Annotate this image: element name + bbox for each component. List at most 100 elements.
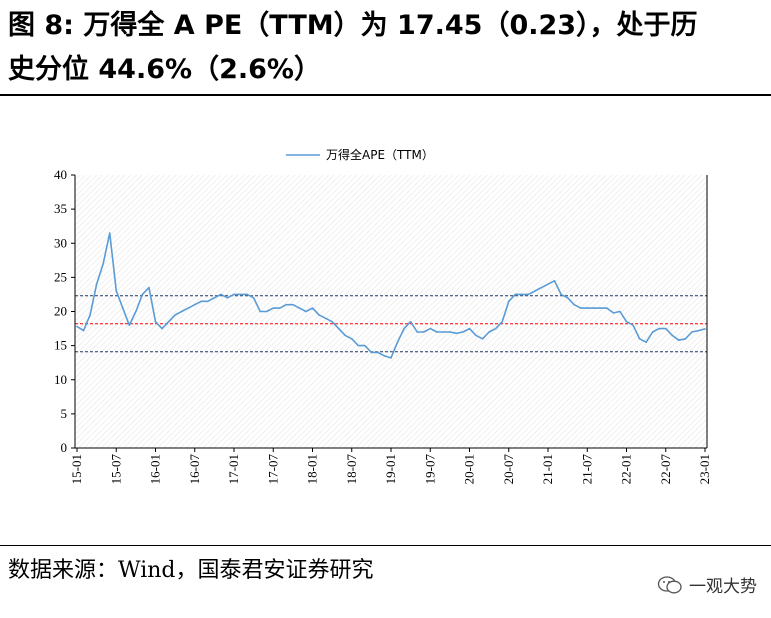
figure-title: 图 8: 万得全 A PE（TTM）为 17.45（0.23），处于历 史分位 … (8, 4, 763, 92)
data-point (494, 327, 497, 330)
data-point (259, 310, 261, 313)
data-point (324, 317, 327, 320)
data-point (128, 324, 131, 326)
data-point (678, 339, 680, 341)
data-point (547, 283, 549, 285)
data-point (540, 286, 543, 289)
data-point (606, 307, 608, 309)
data-point (233, 293, 235, 296)
x-tick-label: 19-01 (383, 454, 398, 484)
data-point (337, 327, 340, 330)
data-point (671, 334, 674, 337)
data-point (318, 314, 320, 316)
data-point (462, 331, 464, 333)
x-tick-label: 15-07 (108, 454, 123, 485)
x-tick-label: 16-01 (148, 454, 163, 484)
data-point (684, 338, 687, 340)
data-point (396, 341, 399, 344)
data-point (364, 344, 366, 347)
data-point (141, 293, 144, 296)
data-point (121, 307, 124, 309)
data-point (658, 327, 661, 330)
data-point (95, 283, 98, 285)
x-tick-label: 17-07 (265, 454, 280, 485)
data-point (619, 310, 621, 313)
data-point (377, 351, 379, 354)
data-point (409, 320, 412, 323)
data-point (350, 338, 353, 340)
data-point (207, 300, 209, 303)
pe-line-chart: 0 5 10 15 20 25 30 35 40 15-01 15-07 16-01 16-07 17-0… (54, 147, 712, 485)
data-point (174, 314, 176, 316)
data-point (573, 303, 575, 306)
data-point (527, 293, 530, 296)
y-tick-label: 25 (54, 269, 67, 284)
x-tick-label: 20-07 (501, 454, 516, 485)
data-point (200, 300, 203, 303)
watermark: 一观大势 (657, 572, 757, 597)
data-point (507, 300, 510, 303)
data-point (298, 307, 301, 309)
y-tick-label: 5 (61, 406, 68, 421)
data-point (115, 290, 118, 292)
x-tick-label: 18-07 (344, 454, 359, 485)
x-tick-label: 18-01 (305, 454, 320, 484)
data-point (442, 331, 445, 333)
x-tick-label: 22-07 (658, 454, 673, 485)
data-point (331, 320, 333, 323)
data-point (592, 307, 595, 309)
data-point (311, 307, 314, 309)
data-point (691, 331, 693, 333)
data-point (89, 314, 91, 316)
watermark-text: 一观大势 (689, 577, 757, 597)
data-point (579, 307, 582, 309)
data-point (213, 297, 216, 299)
data-point (632, 324, 634, 326)
data-point (534, 290, 536, 292)
data-point (638, 338, 641, 340)
data-point (161, 327, 163, 330)
data-point (612, 312, 615, 314)
data-point (193, 303, 196, 306)
data-point (187, 307, 190, 309)
data-point (390, 357, 392, 359)
data-point (278, 307, 281, 309)
data-point (664, 327, 667, 330)
data-point (521, 293, 523, 296)
data-point (422, 331, 425, 333)
data-point (586, 307, 589, 309)
x-tick-label: 21-01 (540, 454, 555, 484)
data-point (148, 286, 150, 289)
data-point (226, 297, 229, 299)
data-point (292, 303, 294, 306)
data-point (357, 344, 360, 347)
y-tick-label: 35 (54, 201, 67, 216)
data-source: 数据来源：Wind，国泰君安证券研究 (8, 558, 374, 583)
data-point (704, 328, 706, 330)
data-point (180, 310, 183, 313)
x-tick-label: 17-01 (226, 454, 241, 484)
y-tick-label: 40 (54, 167, 67, 182)
data-point (468, 327, 471, 330)
x-tick-label: 22-01 (619, 454, 634, 484)
figure-title-line1: 图 8: 万得全 A PE（TTM）为 17.45（0.23），处于历 (8, 10, 698, 41)
data-point (625, 320, 628, 323)
data-point (246, 293, 248, 296)
y-tick-label: 20 (54, 304, 67, 319)
data-point (265, 310, 268, 313)
title-rule (0, 94, 771, 96)
data-point (560, 293, 562, 296)
data-point (370, 351, 373, 354)
data-point (514, 293, 517, 296)
data-point (403, 327, 405, 330)
y-tick-label: 30 (54, 235, 67, 250)
data-point (697, 329, 700, 332)
data-point (645, 341, 647, 344)
data-point (651, 331, 654, 333)
x-tick-label: 21-07 (579, 454, 594, 485)
x-tick-label: 19-07 (422, 454, 437, 485)
data-point (272, 307, 275, 309)
data-point (220, 293, 222, 296)
data-point (76, 325, 78, 328)
y-tick-label: 10 (54, 372, 67, 387)
